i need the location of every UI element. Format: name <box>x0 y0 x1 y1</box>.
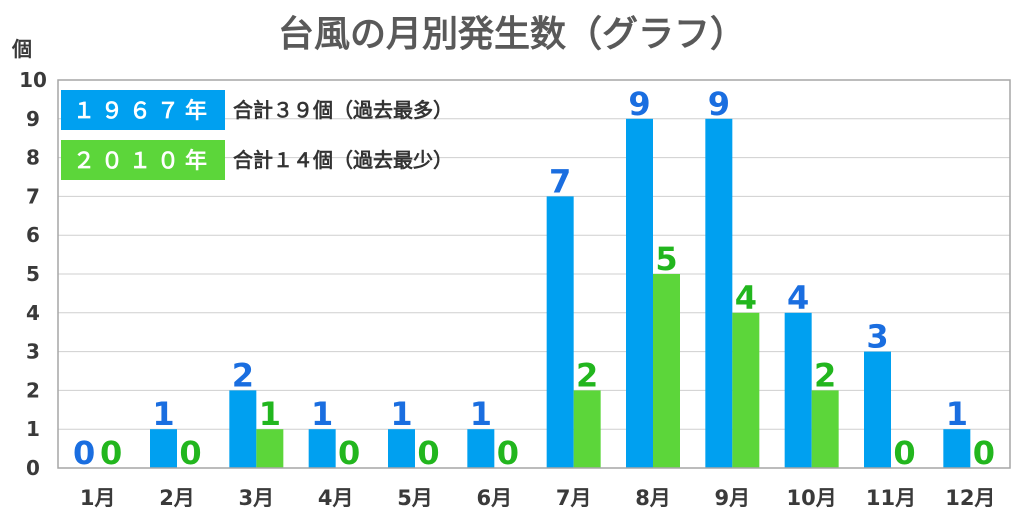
x-tick-label: 9月 <box>715 486 751 510</box>
bar-s1 <box>626 118 653 469</box>
data-label-s1: 1 <box>390 395 412 433</box>
data-label-s1: 9 <box>708 85 730 123</box>
data-label-s1: 9 <box>628 85 650 123</box>
y-tick-label: 8 <box>26 146 40 170</box>
legend-series-name: ２０１０年 <box>73 148 213 174</box>
data-label-s2: 0 <box>973 434 995 472</box>
bar-s2 <box>573 390 601 468</box>
y-tick-label: 5 <box>26 262 40 286</box>
bar-s1 <box>150 429 177 468</box>
grid-lines <box>58 118 1010 430</box>
data-label-s1: 0 <box>73 434 95 472</box>
legend-series-note: 合計１４個（過去最少） <box>233 148 453 172</box>
y-tick-label: 2 <box>26 378 40 402</box>
data-label-s2: 0 <box>100 434 122 472</box>
data-label-s1: 1 <box>470 395 492 433</box>
x-tick-label: 3月 <box>239 486 275 510</box>
y-tick-label: 6 <box>26 223 40 247</box>
bar-s2 <box>811 390 839 468</box>
x-tick-label: 10月 <box>787 486 837 510</box>
data-label-s2: 2 <box>814 356 836 394</box>
bar-s2 <box>256 429 284 468</box>
bar-s1 <box>784 312 812 468</box>
legend: １９６７年 合計３９個（過去最多） ２０１０年 合計１４個（過去最少） <box>61 90 453 180</box>
bar-s1 <box>467 429 495 468</box>
y-tick-label: 1 <box>26 417 40 441</box>
data-label-s1: 2 <box>232 356 254 394</box>
x-tick-label: 11月 <box>866 486 916 510</box>
data-label-s1: 7 <box>549 162 571 200</box>
x-tick-label: 8月 <box>635 486 671 510</box>
y-axis-label: 個 <box>11 37 32 61</box>
data-label-s2: 0 <box>417 434 439 472</box>
bar-s1 <box>388 429 415 468</box>
legend-series-note: 合計３９個（過去最多） <box>233 98 453 122</box>
y-tick-label: 0 <box>26 456 40 480</box>
data-label-s2: 0 <box>179 434 201 472</box>
bar-s1 <box>864 351 891 468</box>
x-tick-label: 2月 <box>159 486 195 510</box>
y-tick-label: 4 <box>26 301 40 325</box>
data-label-s1: 1 <box>946 395 968 433</box>
legend-swatch-s2 <box>61 140 225 180</box>
x-tick-label: 6月 <box>477 486 513 510</box>
bars <box>150 118 971 469</box>
data-label-s2: 0 <box>893 434 915 472</box>
x-tick-label: 7月 <box>556 486 592 510</box>
data-label-s2: 5 <box>655 240 677 278</box>
bar-s2 <box>732 312 760 468</box>
bar-s1 <box>546 196 574 468</box>
legend-swatch-s1 <box>61 90 225 130</box>
x-tick-label: 12月 <box>945 486 995 510</box>
data-label-s2: 2 <box>576 356 598 394</box>
bar-s1 <box>705 118 733 469</box>
bar-s2 <box>653 274 680 468</box>
chart-title: 台風の月別発生数（グラフ） <box>278 14 746 55</box>
data-label-s1: 1 <box>152 395 174 433</box>
y-axis-ticks: 0 1 2 3 4 5 6 7 8 9 10 <box>19 68 47 480</box>
data-label-s2: 0 <box>497 434 519 472</box>
data-label-s2: 1 <box>259 395 281 433</box>
data-label-s1: 3 <box>866 318 888 356</box>
data-label-s2: 4 <box>735 279 757 317</box>
data-label-s1: 4 <box>787 279 809 317</box>
y-tick-label: 3 <box>26 340 40 364</box>
x-axis-ticks: 1月 2月 3月 4月 5月 6月 7月 8月 9月 10月 11月 12月 <box>80 486 996 510</box>
y-tick-label: 7 <box>26 184 40 208</box>
data-label-s2: 0 <box>338 434 360 472</box>
x-tick-label: 1月 <box>80 486 116 510</box>
data-label-s1: 1 <box>311 395 333 433</box>
x-tick-label: 4月 <box>318 486 354 510</box>
y-tick-label: 10 <box>19 68 47 92</box>
bar-s1 <box>943 429 971 468</box>
plot-frame <box>57 79 1011 469</box>
y-tick-label: 9 <box>26 107 40 131</box>
bar-s1 <box>229 390 257 468</box>
legend-series-name: １９６７年 <box>73 98 213 124</box>
x-tick-label: 5月 <box>397 486 433 510</box>
bar-s1 <box>308 429 336 468</box>
